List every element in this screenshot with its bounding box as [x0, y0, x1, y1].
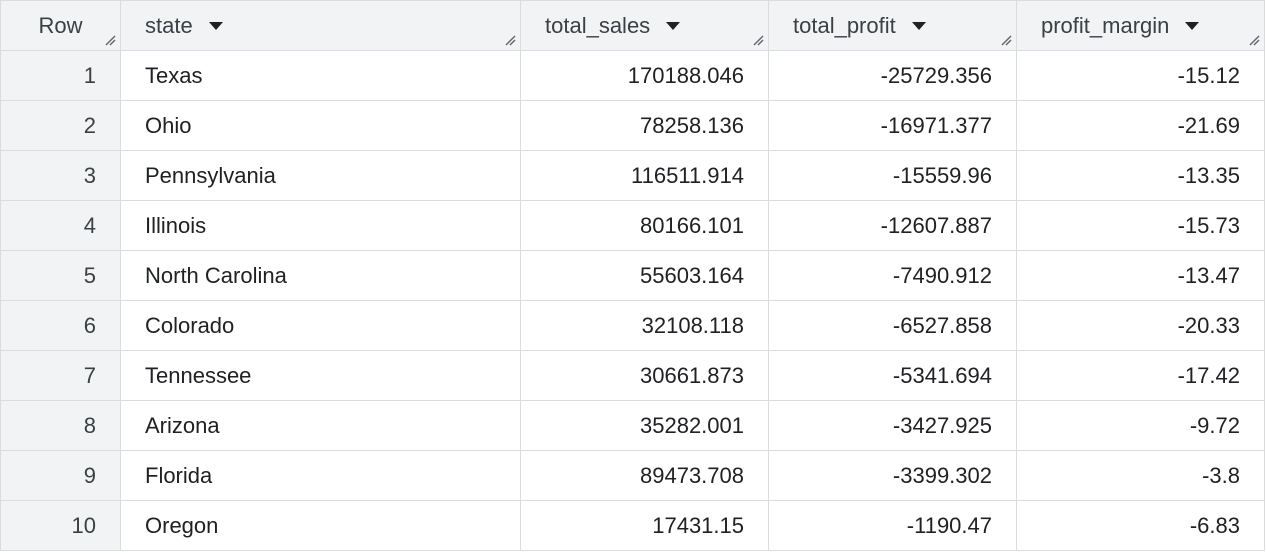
cell-state[interactable]: Pennsylvania	[120, 150, 521, 201]
cell-total-sales[interactable]: 89473.708	[520, 450, 769, 501]
cell-total-sales[interactable]: 32108.118	[520, 300, 769, 351]
cell-total-profit[interactable]: -6527.858	[768, 300, 1017, 351]
cell-total-sales[interactable]: 30661.873	[520, 350, 769, 401]
column-header-total-sales[interactable]: total_sales	[520, 0, 769, 51]
cell-total-sales[interactable]: 80166.101	[520, 200, 769, 251]
column-header-label: total_profit	[793, 12, 896, 38]
cell-total-profit[interactable]: -16971.377	[768, 100, 1017, 151]
table-row[interactable]: 4 Illinois 80166.101 -12607.887 -15.73	[0, 200, 1265, 251]
caret-down-icon[interactable]	[666, 21, 681, 30]
caret-down-icon[interactable]	[1185, 21, 1200, 30]
caret-down-icon[interactable]	[911, 21, 926, 30]
row-number: 7	[0, 350, 121, 401]
column-header-row: Row	[0, 0, 121, 51]
cell-total-sales[interactable]: 17431.15	[520, 500, 769, 551]
row-number: 9	[0, 450, 121, 501]
row-number: 6	[0, 300, 121, 351]
cell-total-profit[interactable]: -5341.694	[768, 350, 1017, 401]
resize-handle-icon[interactable]	[752, 34, 764, 46]
table-row[interactable]: 1 Texas 170188.046 -25729.356 -15.12	[0, 50, 1265, 101]
resize-handle-icon[interactable]	[504, 34, 516, 46]
cell-total-profit[interactable]: -12607.887	[768, 200, 1017, 251]
cell-total-sales[interactable]: 116511.914	[520, 150, 769, 201]
header-row: Row state total_sales total_profit profi…	[0, 0, 1265, 51]
table-row[interactable]: 9 Florida 89473.708 -3399.302 -3.8	[0, 450, 1265, 501]
cell-total-profit[interactable]: -15559.96	[768, 150, 1017, 201]
table-row[interactable]: 3 Pennsylvania 116511.914 -15559.96 -13.…	[0, 150, 1265, 201]
row-number: 10	[0, 500, 121, 551]
cell-profit-margin[interactable]: -17.42	[1016, 350, 1265, 401]
cell-state[interactable]: Oregon	[120, 500, 521, 551]
row-number: 1	[0, 50, 121, 101]
row-number: 3	[0, 150, 121, 201]
cell-profit-margin[interactable]: -3.8	[1016, 450, 1265, 501]
row-number: 4	[0, 200, 121, 251]
resize-handle-icon[interactable]	[1000, 34, 1012, 46]
resize-handle-icon[interactable]	[104, 34, 116, 46]
cell-total-profit[interactable]: -3427.925	[768, 400, 1017, 451]
cell-state[interactable]: Florida	[120, 450, 521, 501]
row-number: 8	[0, 400, 121, 451]
resize-handle-icon[interactable]	[1248, 34, 1260, 46]
cell-profit-margin[interactable]: -20.33	[1016, 300, 1265, 351]
cell-state[interactable]: Arizona	[120, 400, 521, 451]
table-row[interactable]: 8 Arizona 35282.001 -3427.925 -9.72	[0, 400, 1265, 451]
caret-down-icon[interactable]	[208, 21, 223, 30]
column-header-label: total_sales	[545, 12, 651, 38]
cell-profit-margin[interactable]: -21.69	[1016, 100, 1265, 151]
cell-state[interactable]: North Carolina	[120, 250, 521, 301]
column-header-label: state	[145, 12, 193, 38]
column-header-total-profit[interactable]: total_profit	[768, 0, 1017, 51]
table-row[interactable]: 5 North Carolina 55603.164 -7490.912 -13…	[0, 250, 1265, 301]
cell-total-sales[interactable]: 170188.046	[520, 50, 769, 101]
cell-state[interactable]: Ohio	[120, 100, 521, 151]
cell-state[interactable]: Tennessee	[120, 350, 521, 401]
column-header-label: Row	[38, 12, 83, 38]
table-row[interactable]: 2 Ohio 78258.136 -16971.377 -21.69	[0, 100, 1265, 151]
cell-total-profit[interactable]: -7490.912	[768, 250, 1017, 301]
cell-total-profit[interactable]: -1190.47	[768, 500, 1017, 551]
table-row[interactable]: 6 Colorado 32108.118 -6527.858 -20.33	[0, 300, 1265, 351]
cell-total-sales[interactable]: 35282.001	[520, 400, 769, 451]
column-header-profit-margin[interactable]: profit_margin	[1016, 0, 1265, 51]
cell-profit-margin[interactable]: -15.73	[1016, 200, 1265, 251]
table-row[interactable]: 7 Tennessee 30661.873 -5341.694 -17.42	[0, 350, 1265, 401]
cell-profit-margin[interactable]: -6.83	[1016, 500, 1265, 551]
cell-total-profit[interactable]: -25729.356	[768, 50, 1017, 101]
cell-state[interactable]: Colorado	[120, 300, 521, 351]
cell-profit-margin[interactable]: -15.12	[1016, 50, 1265, 101]
row-number: 2	[0, 100, 121, 151]
cell-total-sales[interactable]: 55603.164	[520, 250, 769, 301]
column-header-label: profit_margin	[1041, 12, 1170, 38]
cell-total-profit[interactable]: -3399.302	[768, 450, 1017, 501]
cell-profit-margin[interactable]: -13.35	[1016, 150, 1265, 201]
column-header-state[interactable]: state	[120, 0, 521, 51]
cell-total-sales[interactable]: 78258.136	[520, 100, 769, 151]
cell-state[interactable]: Texas	[120, 50, 521, 101]
table-row[interactable]: 10 Oregon 17431.15 -1190.47 -6.83	[0, 500, 1265, 551]
cell-state[interactable]: Illinois	[120, 200, 521, 251]
cell-profit-margin[interactable]: -13.47	[1016, 250, 1265, 301]
row-number: 5	[0, 250, 121, 301]
cell-profit-margin[interactable]: -9.72	[1016, 400, 1265, 451]
